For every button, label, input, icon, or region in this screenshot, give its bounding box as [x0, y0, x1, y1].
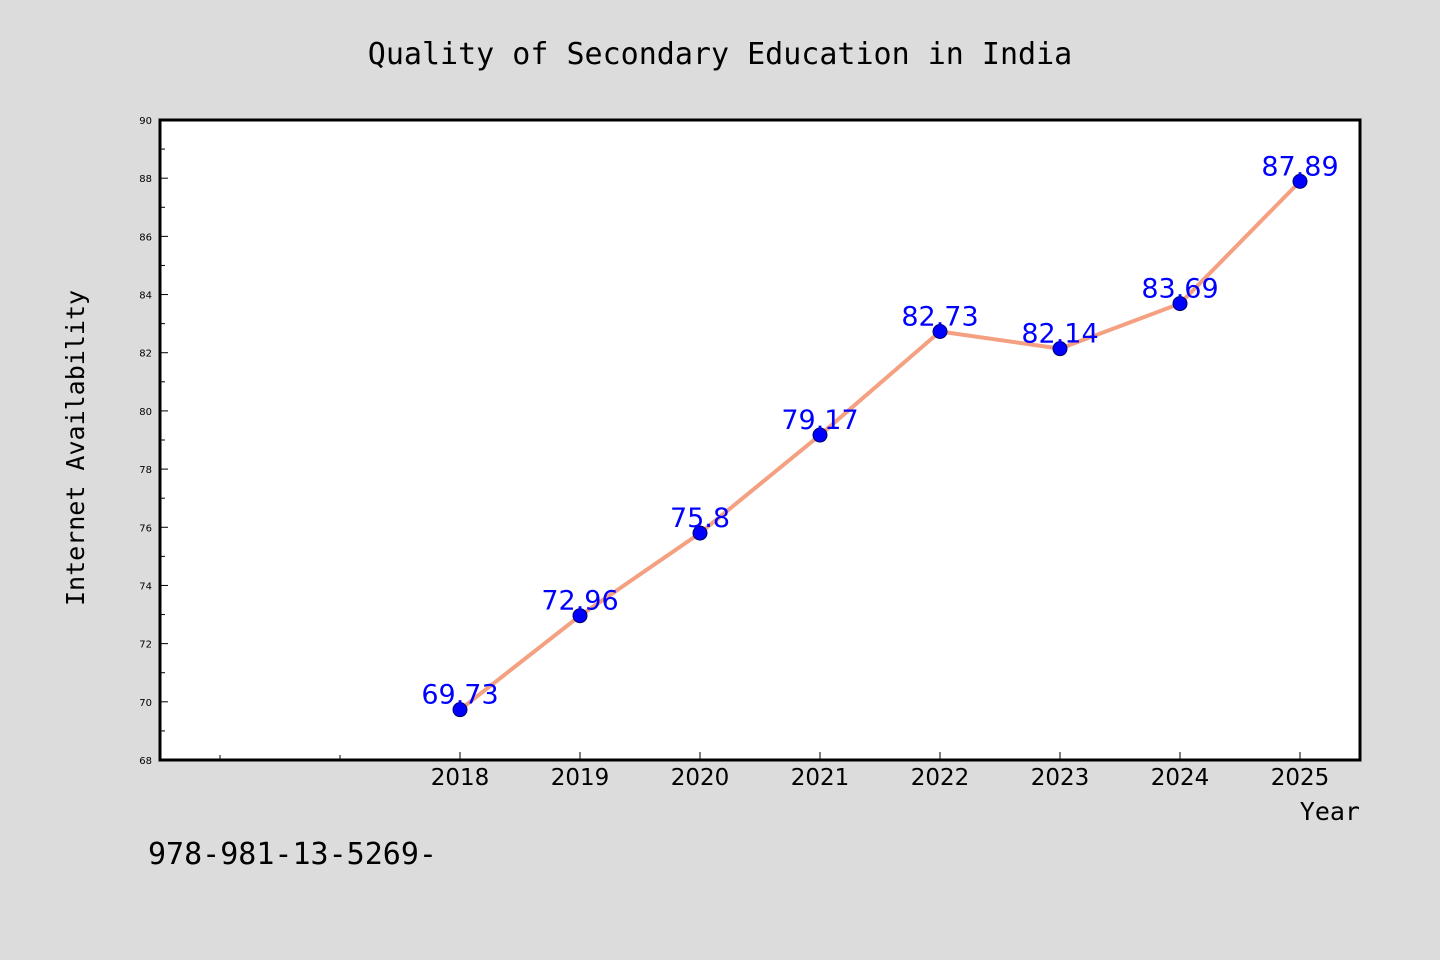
y-tick-label: 86 — [139, 232, 152, 243]
data-point — [932, 323, 948, 339]
x-tick-label: 2018 — [431, 765, 490, 791]
data-point — [812, 427, 828, 443]
y-tick-label: 80 — [139, 407, 152, 418]
x-tick-label: 2024 — [1151, 765, 1210, 791]
y-tick-label: 70 — [139, 698, 152, 709]
data-label: 82.14 — [1021, 319, 1098, 350]
footnote-text: 978-981-13-5269- — [148, 837, 437, 872]
x-tick-label: 2021 — [791, 765, 850, 791]
y-tick-label: 90 — [139, 116, 152, 127]
x-tick-label: 2022 — [911, 765, 970, 791]
data-label: 75.8 — [670, 503, 730, 534]
data-label: 69.73 — [421, 680, 498, 711]
y-tick-label: 72 — [139, 640, 152, 651]
data-label: 87.89 — [1261, 151, 1338, 182]
x-tick-label: 2025 — [1271, 765, 1330, 791]
x-axis-title: Year — [1300, 797, 1360, 826]
data-label: 79.17 — [781, 405, 858, 436]
data-point — [1052, 341, 1068, 357]
x-tick-label: 2023 — [1031, 765, 1090, 791]
data-label: 83.69 — [1141, 274, 1218, 305]
y-tick-label: 88 — [139, 174, 152, 185]
data-labels: 69.73 72.96 75.8 79.17 82.73 82.14 83.69 87.89 — [421, 151, 1338, 710]
y-tick-label: 78 — [139, 465, 152, 476]
y-tick-label: 84 — [139, 291, 152, 302]
y-tick-label: 82 — [139, 349, 152, 360]
y-tick-label: 76 — [139, 523, 152, 534]
chart-title: Quality of Secondary Education in India — [368, 37, 1072, 72]
data-point — [692, 525, 708, 541]
data-point — [572, 608, 588, 624]
data-label: 82.73 — [901, 301, 978, 332]
series-layer — [452, 173, 1308, 718]
data-point — [1172, 296, 1188, 312]
x-tick-label: 2019 — [551, 765, 610, 791]
series-line — [458, 179, 1302, 712]
y-tick-label: 68 — [139, 756, 152, 767]
x-axis-ticks: 2018 2019 2020 2021 2022 2023 2024 2025 — [219, 752, 1330, 791]
plot-frame — [158, 118, 1362, 762]
plot-area — [160, 120, 1360, 760]
data-label: 72.96 — [541, 586, 618, 617]
x-tick-label: 2020 — [671, 765, 730, 791]
data-point — [452, 702, 468, 718]
data-point — [1292, 173, 1308, 189]
y-axis-title: Internet Availability — [61, 290, 90, 606]
y-tick-label: 74 — [139, 581, 152, 592]
